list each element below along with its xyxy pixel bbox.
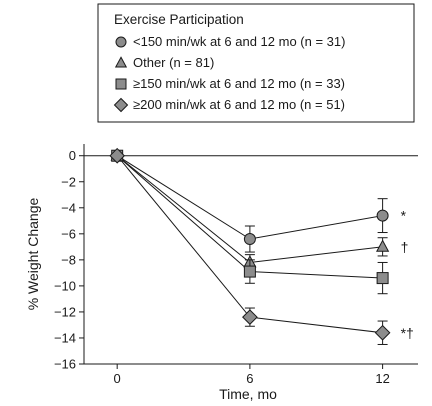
- data-point-circle: [243, 233, 256, 246]
- y-tick-label: 0: [69, 148, 76, 163]
- legend-item: <150 min/wk at 6 and 12 mo (n = 31): [115, 34, 345, 49]
- x-ticks: 0 6 12: [114, 364, 390, 386]
- legend-marker-square: [115, 78, 127, 90]
- legend-title: Exercise Participation: [114, 12, 244, 27]
- y-tick-label: −8: [61, 252, 76, 267]
- legend-marker-circle: [115, 36, 127, 48]
- legend-item: Other (n = 81): [114, 55, 214, 70]
- y-tick-label: −4: [61, 200, 76, 215]
- plot-area: 0−2−4−6−8−10−12−14−16 0 6 12 *†*† % Weight…: [25, 144, 418, 402]
- legend-label: Other (n = 81): [133, 55, 214, 70]
- legend-item: ≥150 min/wk at 6 and 12 mo (n = 33): [115, 76, 345, 91]
- legend-marker-triangle: [114, 56, 128, 68]
- series-triangle: †: [110, 148, 409, 271]
- series-diamond: *†: [109, 147, 414, 345]
- significance-annotation: †: [401, 239, 409, 255]
- series-layer: *†*†: [109, 147, 414, 345]
- data-point-diamond: [109, 147, 126, 164]
- x-tick-label: 6: [246, 371, 253, 386]
- data-point-diamond: [242, 309, 258, 325]
- series-circle: *: [111, 149, 407, 253]
- y-tick-label: −6: [61, 226, 76, 241]
- significance-annotation: *†: [401, 325, 414, 341]
- data-point-square: [376, 272, 389, 285]
- data-point-square: [243, 265, 256, 278]
- legend: Exercise Participation <150 min/wk at 6 …: [97, 3, 415, 123]
- x-tick-label: 0: [114, 371, 121, 386]
- x-axis-label: Time, mo: [219, 386, 277, 402]
- y-tick-label: −14: [54, 330, 76, 345]
- x-tick-label: 12: [375, 371, 389, 386]
- legend-label: <150 min/wk at 6 and 12 mo (n = 31): [133, 34, 345, 49]
- legend-label: ≥150 min/wk at 6 and 12 mo (n = 33): [133, 76, 345, 91]
- legend-label: ≥200 min/wk at 6 and 12 mo (n = 51): [133, 97, 345, 112]
- y-tick-label: −2: [61, 174, 76, 189]
- y-tick-label: −10: [54, 278, 76, 293]
- y-tick-label: −16: [54, 357, 76, 372]
- legend-item: ≥200 min/wk at 6 and 12 mo (n = 51): [113, 97, 345, 113]
- data-point-circle: [376, 209, 389, 222]
- data-point-diamond: [374, 324, 391, 341]
- legend-items: <150 min/wk at 6 and 12 mo (n = 31) Other…: [113, 34, 345, 113]
- y-axis-label: % Weight Change: [25, 197, 41, 310]
- data-point-triangle: [375, 239, 390, 252]
- legend-marker-diamond: [113, 97, 129, 113]
- y-ticks: 0 −2 −4 −6 −8 −10 −12 −14 −16: [54, 148, 84, 372]
- significance-annotation: *: [401, 208, 407, 224]
- y-tick-label: −12: [54, 304, 76, 319]
- legend-box: [97, 3, 415, 123]
